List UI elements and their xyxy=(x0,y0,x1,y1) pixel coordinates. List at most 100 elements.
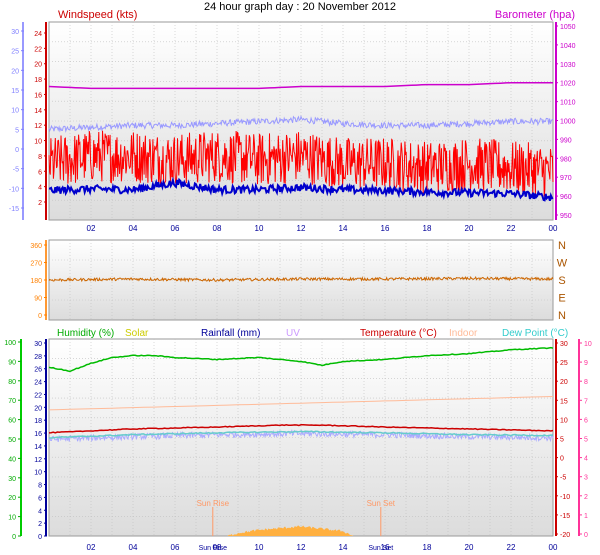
wind-inner-tick: 16 xyxy=(34,92,42,99)
wind-panel-x-tick: 04 xyxy=(129,224,138,233)
solar-tick: 2 xyxy=(38,521,42,528)
barometer-axis-label: Barometer (hpa) xyxy=(495,9,575,21)
uv-tick: 10 xyxy=(584,341,592,348)
temp-panel-x-tick: 16 xyxy=(381,543,390,552)
compass-label: S xyxy=(558,275,565,287)
solar-tick: 12 xyxy=(34,457,42,464)
wind-panel-x-tick: 16 xyxy=(381,224,390,233)
sunrise-axis-label: Sun Rise xyxy=(199,545,228,552)
baro-tick: 1040 xyxy=(560,43,576,50)
temp-panel-x-tick: 20 xyxy=(465,543,474,552)
wind-inner-tick: 4 xyxy=(38,185,42,192)
temp-tick: -5 xyxy=(560,475,566,482)
wind-inner-tick: 14 xyxy=(34,108,42,115)
compass-label: N xyxy=(558,310,566,322)
dir-tick: 90 xyxy=(34,296,42,303)
wind-outer-tick: 5 xyxy=(15,127,19,134)
wind-panel-x-tick: 08 xyxy=(213,224,222,233)
wind-panel-x-tick: 22 xyxy=(507,224,516,233)
wind-inner-tick: 8 xyxy=(38,154,42,161)
baro-tick: 990 xyxy=(560,137,572,144)
wind-outer-tick: -15 xyxy=(9,206,19,213)
baro-tick: 970 xyxy=(560,175,572,182)
wind-average-line xyxy=(48,176,554,202)
wind-panel-x-tick: 20 xyxy=(465,224,474,233)
wind-inner-tick: 20 xyxy=(34,62,42,69)
uv-legend: UV xyxy=(286,328,300,339)
uv-tick: 7 xyxy=(584,398,588,405)
baro-tick: 1010 xyxy=(560,100,576,107)
solar-tick: 8 xyxy=(38,483,42,490)
uv-tick: 4 xyxy=(584,456,588,463)
temp-panel-x-tick: 06 xyxy=(171,543,180,552)
solar-tick: 28 xyxy=(34,354,42,361)
humidity-tick: 30 xyxy=(8,476,16,483)
sun-marker-label: Sun Rise xyxy=(197,499,230,508)
uv-tick: 3 xyxy=(584,475,588,482)
wind-inner-tick: 12 xyxy=(34,123,42,130)
wind-panel-x-tick: 06 xyxy=(171,224,180,233)
humidity-tick: 20 xyxy=(8,495,16,502)
wind-outer-tick: 20 xyxy=(11,68,19,75)
baro-tick: 1020 xyxy=(560,81,576,88)
wind-inner-tick: 22 xyxy=(34,46,42,53)
solar-tick: 14 xyxy=(34,444,42,451)
solar-tick: 6 xyxy=(38,495,42,502)
solar-tick: 18 xyxy=(34,418,42,425)
wind-panel-x-tick: 02 xyxy=(87,224,96,233)
wind-panel-x-tick: 12 xyxy=(297,224,306,233)
solar-area xyxy=(227,525,354,536)
temp-tick: 10 xyxy=(560,417,568,424)
humidity-tick: 10 xyxy=(8,515,16,522)
wind-outer-tick: 25 xyxy=(11,49,19,56)
wind-inner-tick: 2 xyxy=(38,200,42,207)
solar-legend: Solar xyxy=(125,328,149,339)
humidity-tick: 40 xyxy=(8,456,16,463)
dir-tick: 360 xyxy=(30,243,42,250)
temp-tick: 15 xyxy=(560,398,568,405)
uv-tick: 0 xyxy=(584,532,588,539)
dir-tick: 0 xyxy=(38,313,42,320)
humidity-tick: 70 xyxy=(8,398,16,405)
temp-tick: -15 xyxy=(560,513,570,520)
temp-panel-x-tick: 08 xyxy=(213,543,222,552)
solar-tick: 24 xyxy=(34,380,42,387)
solar-tick: 4 xyxy=(38,508,42,515)
wind-outer-tick: 0 xyxy=(15,147,19,154)
wind-outer-tick: -5 xyxy=(13,167,19,174)
humidity-tick: 80 xyxy=(8,379,16,386)
temp-panel-x-tick: 12 xyxy=(297,543,306,552)
temp-tick: 20 xyxy=(560,379,568,386)
temp-panel-x-tick: 10 xyxy=(255,543,264,552)
dir-tick: 270 xyxy=(30,261,42,268)
solar-tick: 10 xyxy=(34,470,42,477)
wind-outer-tick: 10 xyxy=(11,108,19,115)
baro-tick: 950 xyxy=(560,213,572,220)
baro-tick: 1050 xyxy=(560,24,576,31)
wind-gust-line xyxy=(48,130,554,197)
wind-panel-x-tick: 14 xyxy=(339,224,348,233)
humidity-tick: 60 xyxy=(8,418,16,425)
dewpoint-legend: Dew Point (°C) xyxy=(502,328,568,339)
temp-panel-x-tick: 18 xyxy=(423,543,432,552)
temp-tick: 0 xyxy=(560,456,564,463)
dewpoint-fluct-line xyxy=(48,428,554,443)
sun-marker-label: Sun Set xyxy=(367,499,396,508)
temp-tick: 30 xyxy=(560,341,568,348)
wind-outer-tick: 30 xyxy=(11,29,19,36)
compass-label: E xyxy=(558,293,565,305)
uv-tick: 6 xyxy=(584,417,588,424)
wind-inner-tick: 18 xyxy=(34,77,42,84)
temp-panel-x-tick: 00 xyxy=(549,543,558,552)
wind-panel-x-tick: 00 xyxy=(549,224,558,233)
temp-tick: -20 xyxy=(560,532,570,539)
humidity-tick: 90 xyxy=(8,359,16,366)
wind-panel-x-tick: 18 xyxy=(423,224,432,233)
humidity-line xyxy=(48,346,554,373)
wind-inner-tick: 10 xyxy=(34,139,42,146)
solar-tick: 22 xyxy=(34,392,42,399)
baro-tick: 1030 xyxy=(560,62,576,69)
wind-gust-avg-line xyxy=(48,114,554,133)
wind-outer-tick: 15 xyxy=(11,88,19,95)
